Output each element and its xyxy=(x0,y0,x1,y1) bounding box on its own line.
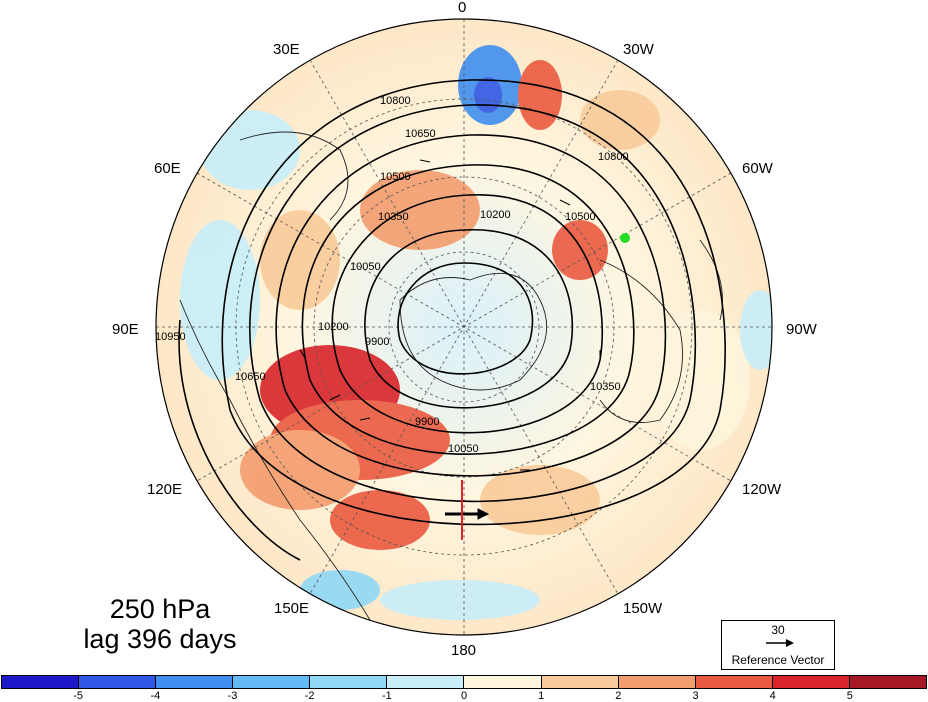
colorbar-segment xyxy=(772,676,850,688)
coastlines xyxy=(179,131,723,621)
map-border xyxy=(155,18,773,636)
colorbar-tick-label: -3 xyxy=(227,690,238,702)
reference-vector-value: 30 xyxy=(771,623,785,637)
lon-label-150e: 150E xyxy=(274,600,310,617)
contour-label: 9900 xyxy=(365,336,389,348)
lon-label-150w: 150W xyxy=(623,600,663,617)
colorbar xyxy=(1,675,927,689)
colorbar-segment xyxy=(2,676,80,688)
colorbar-segment xyxy=(849,676,926,688)
colorbar-tick-label: -2 xyxy=(304,690,315,702)
colorbar-segment xyxy=(695,676,773,688)
graticule xyxy=(156,19,772,635)
contour-label: 10050 xyxy=(350,261,381,273)
contour-label: 10650 xyxy=(405,128,436,140)
contour-label: 10200 xyxy=(480,209,511,221)
contour-label: 10200 xyxy=(318,321,349,333)
colorbar-tick-label: -1 xyxy=(381,690,392,702)
contour-label: 10500 xyxy=(565,211,596,223)
lon-label-60w: 60W xyxy=(742,160,773,177)
lon-label-90w: 90W xyxy=(786,321,817,338)
lon-label-30e: 30E xyxy=(273,41,300,58)
colorbar-tick-label: -5 xyxy=(73,690,84,702)
contour-labels: 10800 10650 10500 10350 10200 10050 9900… xyxy=(155,95,629,455)
colorbar-segment xyxy=(310,676,388,688)
lag-title: lag 396 days xyxy=(83,624,237,654)
colorbar-segment xyxy=(618,676,696,688)
reference-vector-box: 30 Reference Vector xyxy=(721,620,835,670)
station-marker xyxy=(620,233,630,243)
contour-label: 10800 xyxy=(380,95,411,107)
lon-label-60e: 60E xyxy=(154,160,181,177)
contour-label: 10800 xyxy=(598,151,629,163)
colorbar-tick-label: -4 xyxy=(150,690,161,702)
lon-label-120w: 120W xyxy=(742,481,782,498)
colorbar-segment xyxy=(464,676,542,688)
level-title: 250 hPa xyxy=(109,594,211,624)
contour-label: 10050 xyxy=(448,443,479,455)
contour-label: 9900 xyxy=(415,416,439,428)
reference-vector-caption: Reference Vector xyxy=(731,653,825,667)
colorbar-tick-label: 5 xyxy=(846,690,853,702)
colorbar-segment xyxy=(79,676,157,688)
lon-label-90e: 90E xyxy=(112,321,139,338)
lon-label-0: 0 xyxy=(458,0,467,16)
contour-label: 10500 xyxy=(380,171,411,183)
contour-label: 10350 xyxy=(590,381,621,393)
colorbar-tick-label: 1 xyxy=(538,690,545,702)
colorbar-segment xyxy=(541,676,619,688)
contour-label: 10350 xyxy=(378,211,409,223)
lon-label-180: 180 xyxy=(451,642,477,659)
colorbar-tick-label: 4 xyxy=(769,690,776,702)
lon-label-30w: 30W xyxy=(623,41,654,58)
contour-label: 10950 xyxy=(155,331,186,343)
colorbar-segment xyxy=(233,676,311,688)
colorbar-tick-label: 0 xyxy=(460,690,468,702)
colorbar-tick-label: 2 xyxy=(615,690,622,702)
reference-arrow-icon xyxy=(766,639,794,647)
colorbar-tick-label: 3 xyxy=(692,690,699,702)
colorbar-segment xyxy=(387,676,465,688)
height-contours xyxy=(178,79,726,561)
anomaly-shading xyxy=(180,45,772,620)
lon-label-120e: 120E xyxy=(147,481,183,498)
colorbar-segment xyxy=(156,676,234,688)
contour-label: 10650 xyxy=(235,371,266,383)
